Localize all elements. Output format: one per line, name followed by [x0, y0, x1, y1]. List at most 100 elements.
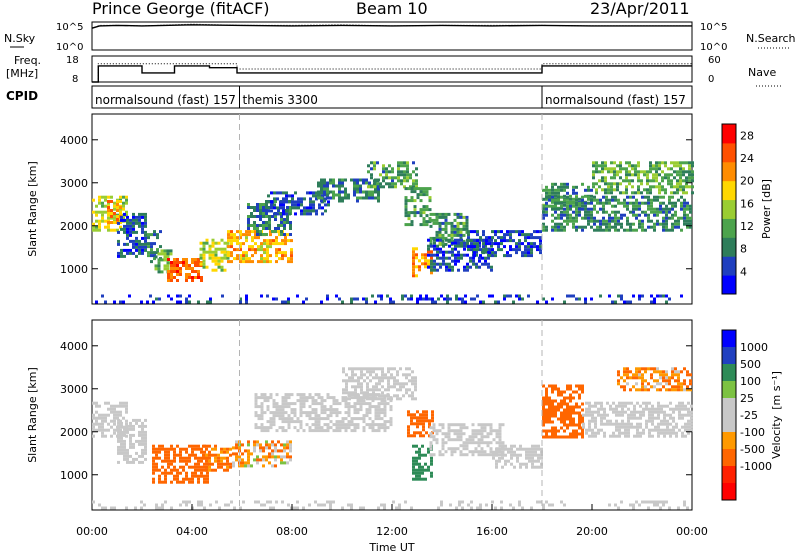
- velocity-cell: [624, 425, 627, 429]
- velocity-cell: [359, 399, 363, 403]
- power-cell: [470, 297, 473, 301]
- power-cell: [521, 254, 524, 258]
- velocity-cell: [344, 423, 348, 427]
- power-cell: [347, 196, 350, 200]
- velocity-cell: [585, 413, 588, 417]
- power-cell: [634, 167, 637, 171]
- power-cell: [652, 164, 655, 168]
- power-cell: [644, 228, 647, 232]
- velocity-cell: [557, 408, 560, 412]
- velocity-cell: [329, 414, 333, 418]
- power-cell: [98, 210, 101, 214]
- velocity-cell: [545, 414, 548, 418]
- power-cell: [566, 207, 569, 211]
- power-cell: [656, 198, 659, 202]
- velocity-cell: [462, 423, 466, 427]
- velocity-cell: [537, 456, 540, 460]
- velocity-cell: [418, 453, 421, 457]
- velocity-colorbar-tick-7: -1000: [740, 460, 772, 473]
- power-cell: [679, 179, 682, 183]
- power-cell: [640, 182, 643, 186]
- velocity-cell: [642, 428, 645, 432]
- power-cell: [335, 294, 338, 298]
- velocity-cell: [179, 503, 182, 507]
- power-cell: [688, 164, 691, 168]
- power-cell: [592, 173, 595, 177]
- velocity-cell: [351, 391, 354, 395]
- power-cell: [625, 191, 628, 195]
- power-cell: [436, 268, 439, 272]
- power-cell: [629, 228, 632, 232]
- velocity-cell: [350, 423, 354, 427]
- power-cell: [563, 188, 566, 192]
- velocity-cell: [326, 426, 330, 430]
- velocity-cell: [257, 405, 261, 409]
- power-cell: [430, 265, 433, 269]
- velocity-cell: [531, 453, 534, 457]
- velocity-cell: [651, 407, 654, 411]
- velocity-cell: [424, 468, 427, 472]
- velocity-cell: [287, 405, 291, 409]
- freq-frame: [91, 55, 693, 83]
- velocity-cell: [314, 408, 318, 412]
- velocity-cell: [230, 500, 233, 504]
- power-cell: [120, 254, 123, 258]
- power-cell: [436, 262, 439, 266]
- velocity-cell: [283, 446, 286, 450]
- power-cell: [377, 294, 380, 298]
- velocity-cell: [405, 367, 408, 371]
- velocity-cell: [369, 367, 372, 371]
- power-cell: [596, 198, 599, 202]
- power-cell: [656, 210, 659, 214]
- velocity-cell: [287, 402, 291, 406]
- power-cell: [391, 185, 394, 189]
- power-cell: [530, 236, 533, 240]
- power-cell: [617, 294, 620, 298]
- power-cell: [284, 300, 287, 304]
- power-cell: [667, 173, 670, 177]
- velocity-cell: [389, 408, 393, 412]
- power-cell: [670, 167, 673, 171]
- power-cell: [265, 203, 268, 206]
- power-cell: [623, 228, 626, 232]
- velocity-cell: [560, 426, 563, 430]
- velocity-cell: [545, 429, 548, 433]
- power-cell: [475, 250, 478, 254]
- velocity-cell: [581, 384, 584, 388]
- velocity-cell: [363, 394, 366, 398]
- power-cell: [650, 210, 653, 214]
- velocity-cell: [232, 461, 235, 465]
- velocity-cell: [113, 404, 116, 408]
- velocity-cell: [572, 417, 575, 421]
- power-cell: [679, 170, 682, 174]
- power-cell: [268, 224, 271, 227]
- velocity-cell: [383, 426, 387, 430]
- power-cell: [422, 217, 426, 221]
- velocity-cell: [377, 423, 381, 427]
- velocity-cell: [164, 456, 167, 460]
- power-cell: [268, 218, 271, 221]
- velocity-cell: [651, 410, 654, 414]
- velocity-cell: [623, 367, 626, 371]
- power-cell: [613, 176, 616, 180]
- velocity-cell: [425, 410, 428, 414]
- velocity-cell: [689, 388, 692, 392]
- power-cell: [373, 179, 376, 183]
- beam-title: Beam 10: [356, 0, 428, 18]
- velocity-cell: [317, 423, 321, 427]
- velocity-cell: [353, 426, 357, 430]
- power-cell: [275, 239, 278, 243]
- power-cell: [661, 179, 664, 183]
- velocity-cell: [205, 468, 208, 472]
- velocity-cell: [588, 428, 591, 432]
- power-cell: [578, 207, 581, 211]
- power-cell: [679, 185, 682, 189]
- velocity-cell: [194, 447, 197, 451]
- power-cell: [350, 297, 353, 301]
- velocity-cell: [548, 429, 551, 433]
- velocity-cell: [641, 385, 644, 389]
- velocity-cell: [429, 447, 433, 451]
- velocity-cell: [335, 411, 339, 415]
- velocity-cell: [320, 426, 324, 430]
- power-cell: [320, 190, 323, 194]
